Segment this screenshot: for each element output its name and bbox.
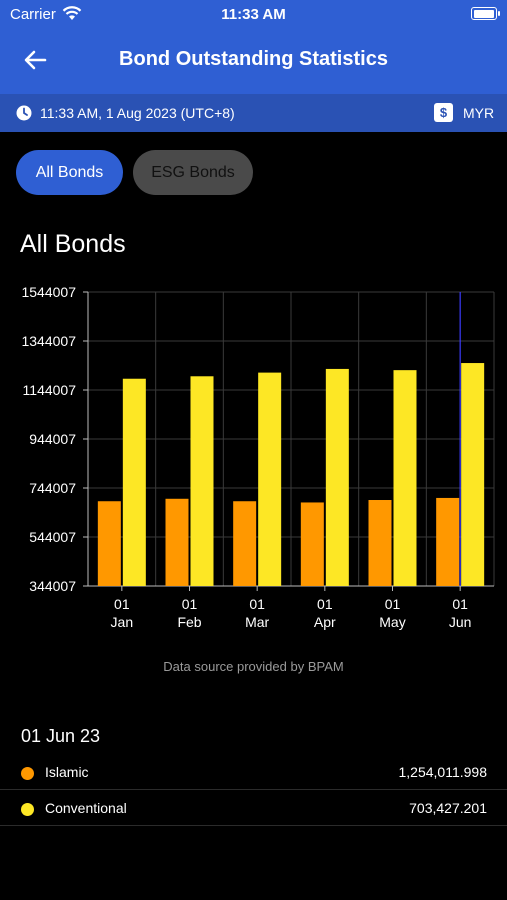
wifi-icon — [62, 5, 82, 25]
y-tick-label: 944007 — [29, 431, 76, 447]
x-tick-label: May — [379, 614, 405, 630]
legend-label: Islamic — [45, 764, 89, 780]
section-title: All Bonds — [20, 230, 126, 258]
x-tick-label: 01 — [452, 596, 468, 612]
bar-series-b — [190, 376, 214, 586]
x-tick-label: Mar — [245, 614, 269, 630]
status-bar: Carrier 11:33 AM — [0, 0, 507, 30]
x-tick-label: 01 — [249, 596, 265, 612]
page-title: Bond Outstanding Statistics — [119, 48, 388, 70]
tab-esg-bonds[interactable]: ESG Bonds — [133, 150, 253, 195]
y-tick-label: 344007 — [29, 578, 76, 594]
data-source-note: Data source provided by BPAM — [163, 659, 344, 674]
legend-value: 1,254,011.998 — [398, 764, 488, 780]
app-header: Carrier 11:33 AM Bond Outstanding Statis… — [0, 0, 507, 94]
bar-series-b — [325, 368, 349, 586]
currency-icon: $ — [434, 103, 453, 122]
bar-series-b — [393, 370, 417, 586]
summary-date: 01 Jun 23 — [21, 726, 101, 746]
legend-row-conventional: Conventional 703,427.201 — [0, 790, 507, 826]
y-tick-label: 744007 — [29, 480, 76, 496]
bar-series-a — [165, 498, 189, 586]
x-tick-label: Jun — [449, 614, 472, 630]
x-tick-label: 01 — [385, 596, 401, 612]
bar-series-a — [368, 500, 392, 586]
legend-label: Conventional — [45, 800, 127, 816]
nav-bar: Bond Outstanding Statistics — [0, 36, 507, 84]
battery-icon — [471, 7, 500, 20]
x-tick-label: Jan — [111, 614, 134, 630]
bond-bar-chart[interactable]: 344007 544007 744007 944007 1144007 1344007 15… — [0, 280, 507, 640]
carrier-label: Carrier — [10, 6, 56, 23]
currency-label[interactable]: MYR — [463, 105, 495, 121]
legend-dot — [21, 803, 34, 816]
x-tick-label: Feb — [177, 614, 201, 630]
x-tick-label: 01 — [114, 596, 130, 612]
bar-series-b — [461, 363, 485, 586]
status-time: 11:33 AM — [221, 6, 286, 23]
clock-icon — [16, 105, 32, 124]
bar-series-a — [300, 502, 324, 586]
bar-series-b — [122, 378, 146, 586]
x-tick-label: 01 — [182, 596, 198, 612]
legend-value: 703,427.201 — [409, 800, 487, 816]
back-button[interactable] — [18, 44, 52, 76]
y-tick-label: 1344007 — [21, 333, 76, 349]
bar-series-a — [97, 501, 121, 586]
tab-all-bonds[interactable]: All Bonds — [16, 150, 123, 195]
y-tick-label: 1144007 — [23, 382, 77, 398]
legend-row-islamic: Islamic 1,254,011.998 — [0, 754, 507, 790]
bar-series-a — [233, 501, 257, 586]
y-tick-label: 544007 — [29, 529, 76, 545]
bar-series-a — [436, 497, 460, 586]
x-tick-label: Apr — [314, 614, 336, 630]
bar-series-b — [258, 372, 282, 586]
info-bar: 11:33 AM, 1 Aug 2023 (UTC+8) $ MYR — [0, 94, 507, 132]
x-tick-label: 01 — [317, 596, 333, 612]
legend-dot — [21, 767, 34, 780]
y-tick-label: 1544007 — [21, 284, 76, 300]
update-timestamp: 11:33 AM, 1 Aug 2023 (UTC+8) — [40, 105, 235, 121]
arrow-left-icon — [24, 50, 47, 70]
